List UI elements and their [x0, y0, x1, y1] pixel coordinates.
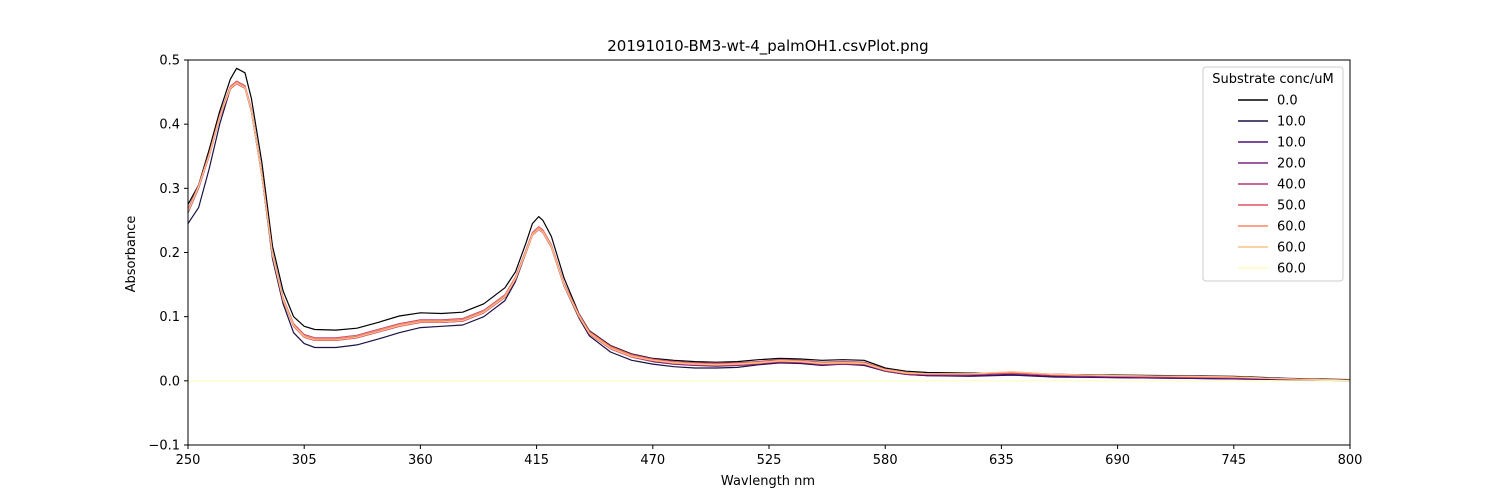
x-axis: 250 305 360 415 470 525 580 635 690 745 800 — [176, 445, 1363, 468]
y-tick-label: 0.1 — [159, 310, 180, 325]
y-tick-label: 0.0 — [159, 374, 180, 389]
legend: Substrate conc/uM 0.0 10.0 10.0 20.0 40.0 50.… — [1202, 66, 1344, 282]
x-axis-label: Wavlength nm — [721, 474, 815, 489]
x-tick-label: 525 — [757, 453, 782, 468]
y-tick-label: 0.4 — [159, 118, 180, 133]
legend-label-8: 60.0 — [1277, 262, 1306, 277]
legend-box — [1202, 66, 1344, 282]
x-tick-label: 470 — [640, 453, 665, 468]
legend-label-2: 10.0 — [1277, 136, 1306, 151]
x-tick-label: 305 — [292, 453, 317, 468]
y-axis: −0.1 0.0 0.1 0.2 0.3 0.4 0.5 — [148, 54, 188, 454]
x-tick-label: 635 — [989, 453, 1014, 468]
legend-entries: 0.0 10.0 10.0 20.0 40.0 50.0 60.0 60.0 60.0 — [1238, 94, 1306, 277]
y-tick-label: 0.3 — [159, 182, 180, 197]
chart-title: 20191010-BM3-wt-4_palmOH1.csvPlot.png — [607, 37, 928, 56]
y-tick-label: 0.5 — [159, 54, 180, 69]
legend-title: Substrate conc/uM — [1212, 72, 1333, 87]
x-tick-label: 360 — [408, 453, 433, 468]
x-tick-label: 800 — [1338, 453, 1363, 468]
series-line-0 — [187, 67, 1351, 381]
y-tick-label: 0.2 — [159, 246, 180, 261]
legend-label-3: 20.0 — [1277, 157, 1306, 172]
legend-label-7: 60.0 — [1277, 241, 1306, 256]
legend-label-0: 0.0 — [1277, 94, 1298, 109]
x-tick-label: 580 — [873, 453, 898, 468]
x-tick-label: 745 — [1221, 453, 1246, 468]
y-axis-label: Absorbance — [124, 216, 139, 293]
legend-label-4: 40.0 — [1277, 178, 1306, 193]
legend-label-6: 60.0 — [1277, 220, 1306, 235]
x-tick-label: 690 — [1105, 453, 1130, 468]
x-tick-label: 250 — [176, 453, 201, 468]
x-tick-label: 415 — [524, 453, 549, 468]
series-line-7 — [187, 82, 1351, 381]
legend-label-5: 50.0 — [1277, 199, 1306, 214]
series-layer — [187, 67, 1351, 382]
legend-label-1: 10.0 — [1277, 115, 1306, 130]
y-tick-label: −0.1 — [148, 439, 180, 454]
